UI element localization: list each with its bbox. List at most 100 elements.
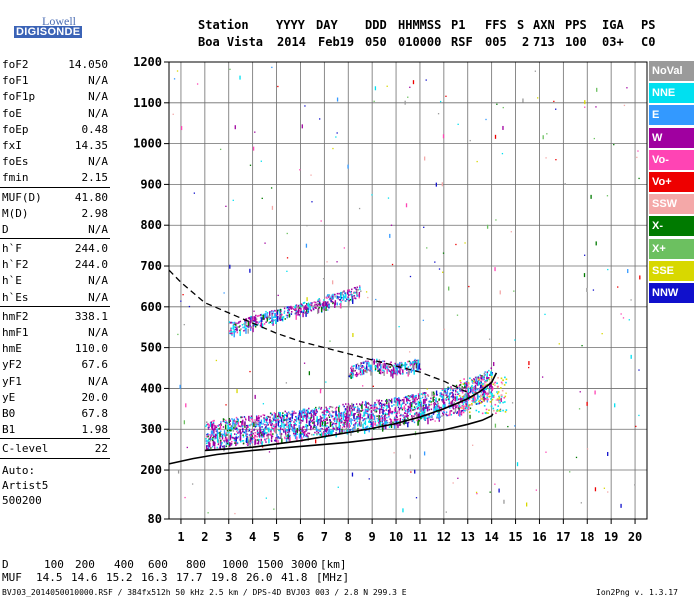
echo-point xyxy=(278,412,280,418)
echo-point xyxy=(299,410,301,412)
param-row: fxI 14.35 xyxy=(0,137,112,153)
echo-point xyxy=(424,398,426,404)
echo-point xyxy=(223,292,225,294)
echo-point xyxy=(293,421,295,423)
echo-point xyxy=(346,416,349,419)
echo-point xyxy=(462,405,464,407)
echo-point xyxy=(251,326,254,329)
echo-point xyxy=(404,100,406,105)
echo-point xyxy=(620,313,622,315)
echo-point xyxy=(411,398,414,401)
echo-point xyxy=(250,415,253,418)
echo-point xyxy=(259,426,261,432)
echo-point xyxy=(213,419,215,422)
echo-point xyxy=(325,418,327,421)
param-name: foEp xyxy=(2,122,29,136)
echo-point xyxy=(467,404,470,407)
param-name: foF1p xyxy=(2,90,36,104)
echo-point xyxy=(344,414,346,416)
echo-point xyxy=(235,440,237,446)
echo-point xyxy=(254,434,256,440)
echo-point xyxy=(433,406,435,412)
echo-point xyxy=(265,417,268,419)
echo-point xyxy=(385,420,387,426)
echo-point xyxy=(460,397,462,403)
auto-line: 500200 xyxy=(2,493,42,507)
echo-point xyxy=(343,421,345,427)
echo-point xyxy=(297,307,299,309)
echo-point xyxy=(349,298,352,301)
echo-point xyxy=(331,300,334,303)
echo-point xyxy=(225,445,228,448)
echo-point xyxy=(321,416,324,419)
echo-point xyxy=(205,424,208,426)
echo-point xyxy=(474,384,477,390)
echo-point xyxy=(331,280,334,285)
echo-point xyxy=(277,439,279,445)
echo-point xyxy=(337,486,339,488)
echo-point xyxy=(386,419,388,422)
echo-point xyxy=(406,395,408,398)
echo-point xyxy=(487,378,489,381)
echo-point xyxy=(351,365,353,368)
echo-point xyxy=(458,394,461,397)
echo-point xyxy=(179,384,181,389)
echo-point xyxy=(483,376,485,378)
echo-point xyxy=(484,381,487,383)
echo-point xyxy=(403,405,406,411)
echo-point xyxy=(484,391,487,393)
echo-point xyxy=(222,420,224,423)
echo-point xyxy=(295,420,298,423)
echo-point xyxy=(303,416,305,419)
echo-point xyxy=(254,419,256,421)
echo-point xyxy=(483,382,486,385)
echo-point xyxy=(303,362,306,364)
echo-point xyxy=(464,409,467,412)
echo-point xyxy=(356,411,358,414)
echo-point xyxy=(407,417,409,420)
echo-point xyxy=(445,413,447,416)
echo-point xyxy=(240,416,242,419)
echo-point xyxy=(412,409,414,411)
echo-point xyxy=(431,391,433,397)
echo-point xyxy=(406,408,409,411)
echo-point xyxy=(318,418,320,421)
echo-point xyxy=(265,428,267,430)
echo-point xyxy=(259,423,261,429)
echo-point xyxy=(258,417,260,419)
echo-point xyxy=(455,397,458,400)
echo-point xyxy=(392,373,394,379)
echo-point xyxy=(370,407,372,409)
echo-point xyxy=(390,410,392,413)
echo-point xyxy=(504,395,507,398)
echo-point xyxy=(390,401,393,403)
echo-point xyxy=(322,278,325,280)
legend-item-sse: SSE xyxy=(649,260,694,281)
echo-point xyxy=(339,299,341,301)
echo-point xyxy=(352,370,354,372)
echo-point xyxy=(404,417,406,419)
echo-point xyxy=(360,421,362,427)
echo-point xyxy=(248,318,251,320)
echo-point xyxy=(313,411,316,414)
echo-point xyxy=(442,271,444,273)
echo-point xyxy=(336,302,338,305)
echo-point xyxy=(277,420,280,426)
echo-point xyxy=(480,402,482,404)
echo-point xyxy=(334,302,336,308)
echo-point xyxy=(243,323,245,325)
echo-point xyxy=(595,241,597,246)
axis-ticks: 1 2 3 4 5 6 7 8 9 10 11 12 13 14 15 16 17 18 19 20802003004… xyxy=(133,55,642,544)
echo-point xyxy=(363,422,366,425)
echo-point xyxy=(332,147,334,150)
echo-point xyxy=(412,401,415,404)
echo-point xyxy=(246,433,248,436)
echo-point xyxy=(398,399,400,402)
echo-point xyxy=(329,420,331,423)
echo-point xyxy=(364,370,366,373)
echo-point xyxy=(382,364,384,366)
echo-point xyxy=(391,411,394,414)
echo-point xyxy=(402,364,405,367)
echo-point xyxy=(350,429,352,431)
echo-point xyxy=(437,405,440,407)
